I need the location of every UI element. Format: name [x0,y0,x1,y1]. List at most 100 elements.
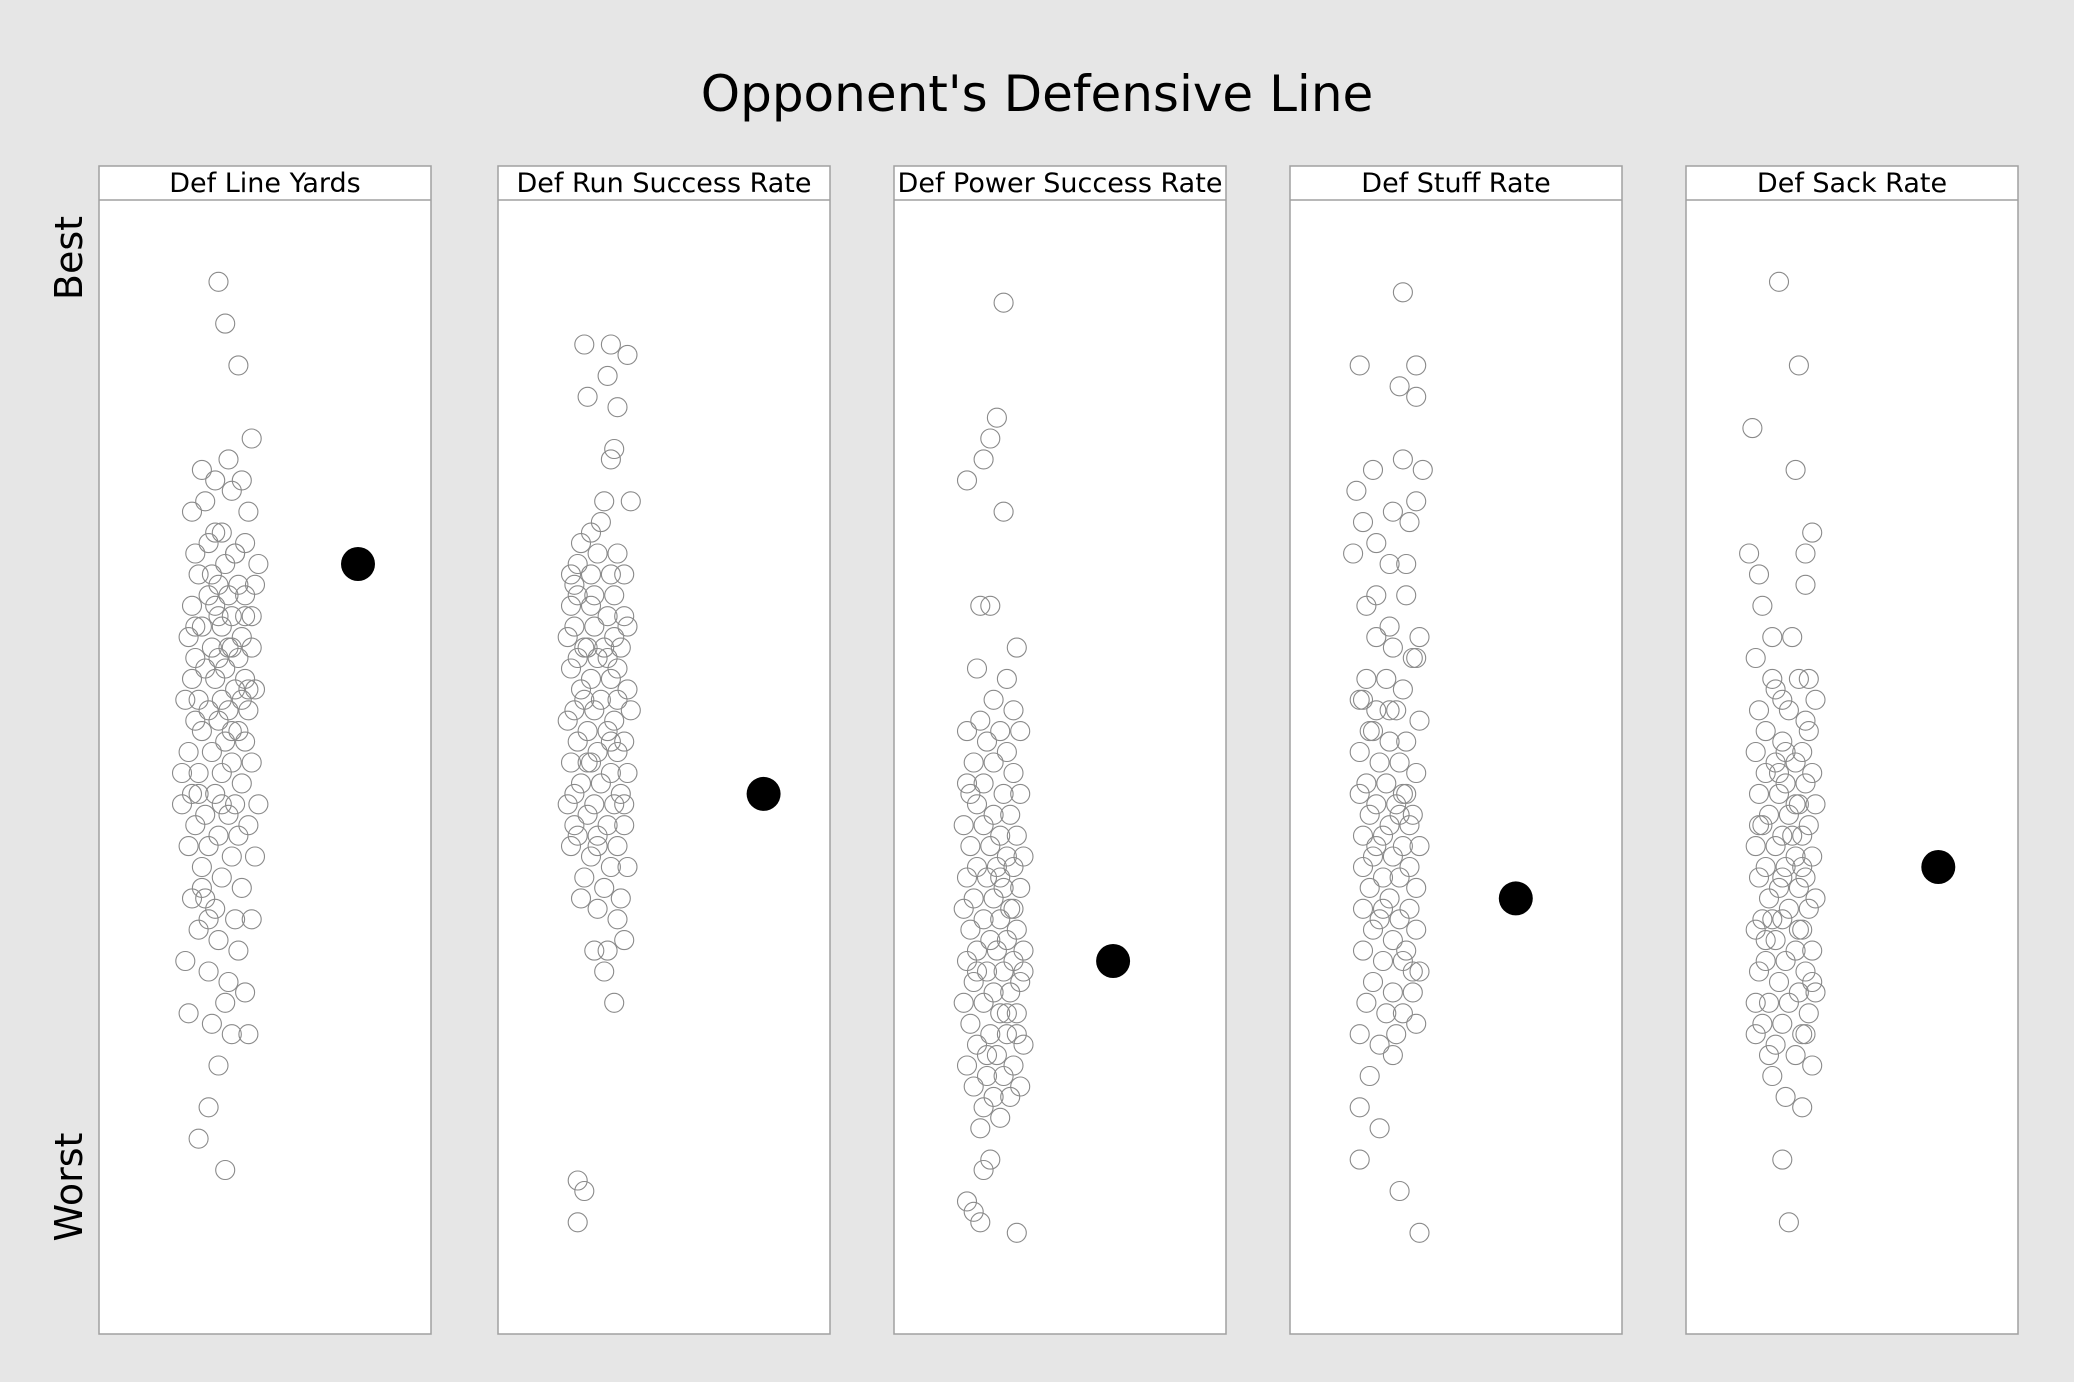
data-point [564,616,585,637]
data-point [600,856,621,878]
panels-group: Def Line Yards Def Run Success Rate Def Po… [98,165,2019,1335]
data-point [594,491,615,512]
data-point [1782,627,1803,648]
data-point [956,1191,978,1212]
data-point [1392,1003,1413,1024]
data-point [211,689,232,710]
data-point [1369,1118,1390,1139]
data-point [1752,815,1773,836]
highlighted-point [341,547,375,581]
data-point [1349,355,1370,376]
data-point [1745,647,1766,669]
data-point [597,940,618,961]
data-point [1396,731,1417,752]
data-point [1379,888,1400,909]
data-point [1013,1034,1034,1055]
data-point [584,585,605,606]
data-point [574,689,595,710]
data-point [983,689,1004,710]
data-point [1755,930,1776,951]
data-point [1772,825,1793,846]
data-point [577,752,598,773]
data-point [557,794,578,815]
data-point [238,700,259,721]
data-point [1802,762,1823,784]
data-point [1409,961,1430,982]
data-point [963,752,984,773]
data-point [171,794,193,815]
panel-3: Def Power Success Rate [893,165,1227,1335]
data-point [620,700,641,721]
data-point [231,773,252,794]
data-point [1406,1013,1427,1034]
data-point [607,689,628,710]
panel-2: Def Run Success Rate [497,165,831,1335]
data-point [1402,804,1423,825]
data-point [1372,950,1394,972]
data-point [238,1024,259,1045]
data-point [620,491,641,512]
data-point [1802,1055,1823,1076]
data-point [1778,1212,1799,1233]
data-point [973,449,994,470]
data-point [1366,836,1387,857]
data-point [1748,700,1770,721]
data-point [1382,1045,1403,1066]
data-point [1346,480,1367,501]
data-point [1758,888,1780,909]
data-point [1003,856,1024,878]
data-point [218,971,239,993]
data-point [1755,721,1776,742]
data-point [980,1149,1001,1170]
data-point [218,585,239,606]
panel-frame [98,165,432,1335]
data-point [1748,564,1770,585]
data-point [1752,909,1773,930]
data-point [617,344,638,365]
data-point [1006,1222,1027,1243]
data-point [956,1055,978,1076]
data-point [564,574,585,595]
data-point [1366,585,1387,606]
data-point [594,961,615,982]
data-point [185,616,206,637]
data-point [1805,982,1826,1003]
data-point [993,292,1014,313]
data-point [198,836,219,857]
data-point [600,668,621,689]
data-point [1762,909,1783,930]
data-point [1795,543,1816,564]
data-point [1000,982,1021,1003]
data-point [604,710,625,731]
data-point [1409,836,1430,857]
panel-frame [1685,165,2019,1335]
data-point [577,804,598,825]
data-point [614,815,635,836]
data-point [973,1159,994,1181]
data-point [983,752,1004,773]
data-point [208,930,229,951]
data-point [560,564,582,585]
data-point [963,1076,984,1097]
data-point [1359,1065,1380,1087]
data-point [1379,700,1400,721]
data-point [580,752,602,773]
data-point [570,773,592,794]
data-point [1778,898,1799,919]
data-point [1392,783,1413,804]
highlighted-point [1921,850,1956,884]
data-point [1795,574,1816,595]
data-point [1798,1003,1819,1024]
data-point [1406,491,1427,512]
data-point [996,741,1017,763]
data-point [1379,553,1400,575]
data-point [1406,647,1427,669]
data-point [1349,1097,1370,1118]
data-point [614,564,635,585]
data-point [966,658,988,679]
data-point [564,815,585,836]
data-point [191,721,212,742]
data-point [191,616,212,637]
data-point [1785,1045,1806,1066]
data-point [1772,689,1793,710]
